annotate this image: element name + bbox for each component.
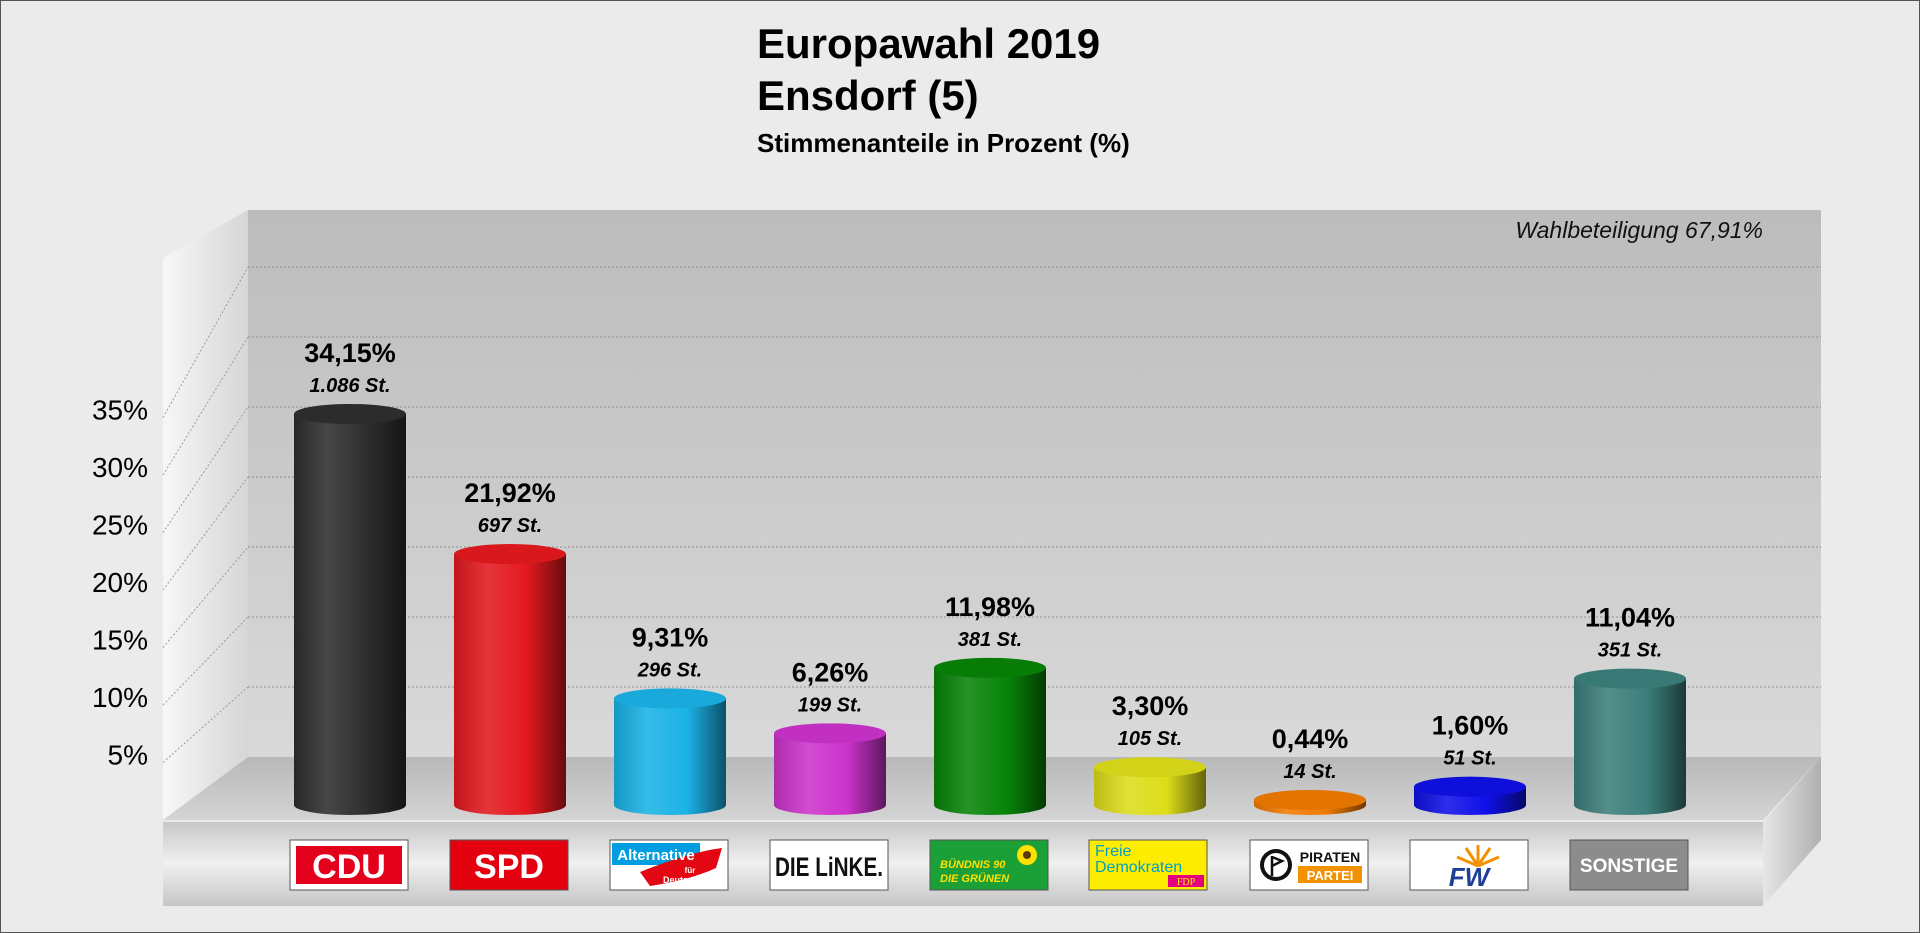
bar-body [454,554,566,815]
bar-votes-label: 105 St. [1118,728,1182,750]
bar [1574,668,1686,815]
bar-top [1574,668,1686,689]
gridline-side [162,336,249,476]
bar-value-label: 11,04% [1585,603,1675,633]
y-axis-ticks: 5% 10% 15% 20% 25% 30% 35% [92,395,148,771]
linke-logo-text: DIE LiNKE. [775,852,883,882]
gridline-side [162,266,249,418]
y-tick-label: 30% [92,452,148,483]
bar-votes-label: 199 St. [798,694,862,716]
bar-votes-label: 296 St. [637,659,702,681]
sonstige-logo: SONSTIGE [1569,839,1689,891]
afd-logo-line1: Alternative [617,847,695,864]
chart-subtitle: Ensdorf (5) [757,72,979,119]
bar-top [1254,789,1366,810]
bars [294,403,1686,815]
gridlines [162,266,1821,763]
bar-body [1094,767,1206,815]
bar [774,723,886,815]
bar-votes-label: 1.086 St. [309,375,390,397]
piraten-logo: PIRATEN PARTEI [1249,839,1369,891]
sun-icon [1456,845,1500,868]
bar-top [1414,776,1526,797]
fw-logo-text: FW [1449,862,1492,892]
bar-body [1574,678,1686,815]
chart-caption: Stimmenanteile in Prozent (%) [757,128,1130,158]
bar [1254,789,1366,815]
piraten-logo-line2: PARTEI [1307,868,1354,883]
bar-value-label: 6,26% [792,657,869,687]
turnout-annotation: Wahlbeteiligung 67,91% [1515,217,1763,243]
gridline-side [162,406,249,533]
bar-votes-label: 381 St. [958,629,1022,651]
bar-value-label: 0,44% [1272,724,1349,754]
chart-title: Europawahl 2019 [757,20,1100,67]
bar-value-label: 11,98% [945,592,1035,622]
spd-logo: SPD [449,839,569,891]
bar [614,688,726,815]
cdu-logo: CDU [289,839,409,891]
gridline-side [162,546,249,648]
bar-value-label: 9,31% [632,622,709,652]
gridline-side [162,616,249,706]
piraten-logo-line1: PIRATEN [1300,849,1360,865]
bar [294,403,406,815]
bar-top [454,544,566,565]
y-tick-label: 35% [92,395,148,426]
cdu-logo-text: CDU [312,848,386,886]
bar-top [774,723,886,744]
bar-body [614,698,726,815]
bar-value-label: 3,30% [1112,691,1189,721]
bar [1094,757,1206,815]
gruene-logo: BÜNDNIS 90 DIE GRÜNEN [929,839,1049,891]
y-tick-label: 15% [92,625,148,656]
bar-body [934,667,1046,815]
gruene-logo-line1: BÜNDNIS 90 [940,858,1006,871]
y-tick-label: 25% [92,510,148,541]
afd-logo-line2: für [685,866,696,875]
bar-value-label: 21,92% [464,478,556,508]
bar-votes-label: 51 St. [1443,748,1496,770]
bar-value-label: 34,15% [304,338,396,368]
fw-logo: FW [1409,839,1529,892]
afd-logo-line3: Deutschland [663,875,717,885]
sonstige-logo-text: SONSTIGE [1580,856,1678,877]
bar-votes-label: 351 St. [1598,640,1662,662]
y-tick-label: 5% [108,740,148,771]
gridline-side [162,686,249,763]
fdp-logo-line2: Demokraten [1095,859,1182,876]
bar-labels: 34,15% 1.086 St. 21,92% 697 St. 9,31% 296 St.… [304,338,1675,783]
bar-value-label: 1,60% [1432,711,1509,741]
gruene-logo-line2: DIE GRÜNEN [940,872,1010,885]
bar-votes-label: 697 St. [478,515,542,537]
bar-body [774,733,886,815]
linke-logo: DIE LiNKE. [769,839,889,891]
right-side-panel [1763,757,1821,906]
bar [454,544,566,815]
bar-top [934,657,1046,678]
y-tick-label: 20% [92,567,148,598]
bar [1414,776,1526,815]
y-tick-label: 10% [92,682,148,713]
bar-top [1094,757,1206,778]
bar-top [294,403,406,424]
gridline-side [162,476,249,591]
bar-top [614,688,726,709]
bar-votes-label: 14 St. [1283,761,1336,783]
fdp-logo-line3: FDP [1177,877,1196,888]
bar-body [294,413,406,815]
left-wall [163,210,248,820]
fdp-logo: Freie Demokraten FDP [1088,839,1208,891]
bar [934,657,1046,815]
fdp-logo-line1: Freie [1095,843,1132,860]
afd-logo: Alternative für Deutschland [609,839,729,891]
party-logos: CDU SPD Alternative für Deutschland DIE … [289,839,1689,892]
spd-logo-text: SPD [474,848,544,886]
